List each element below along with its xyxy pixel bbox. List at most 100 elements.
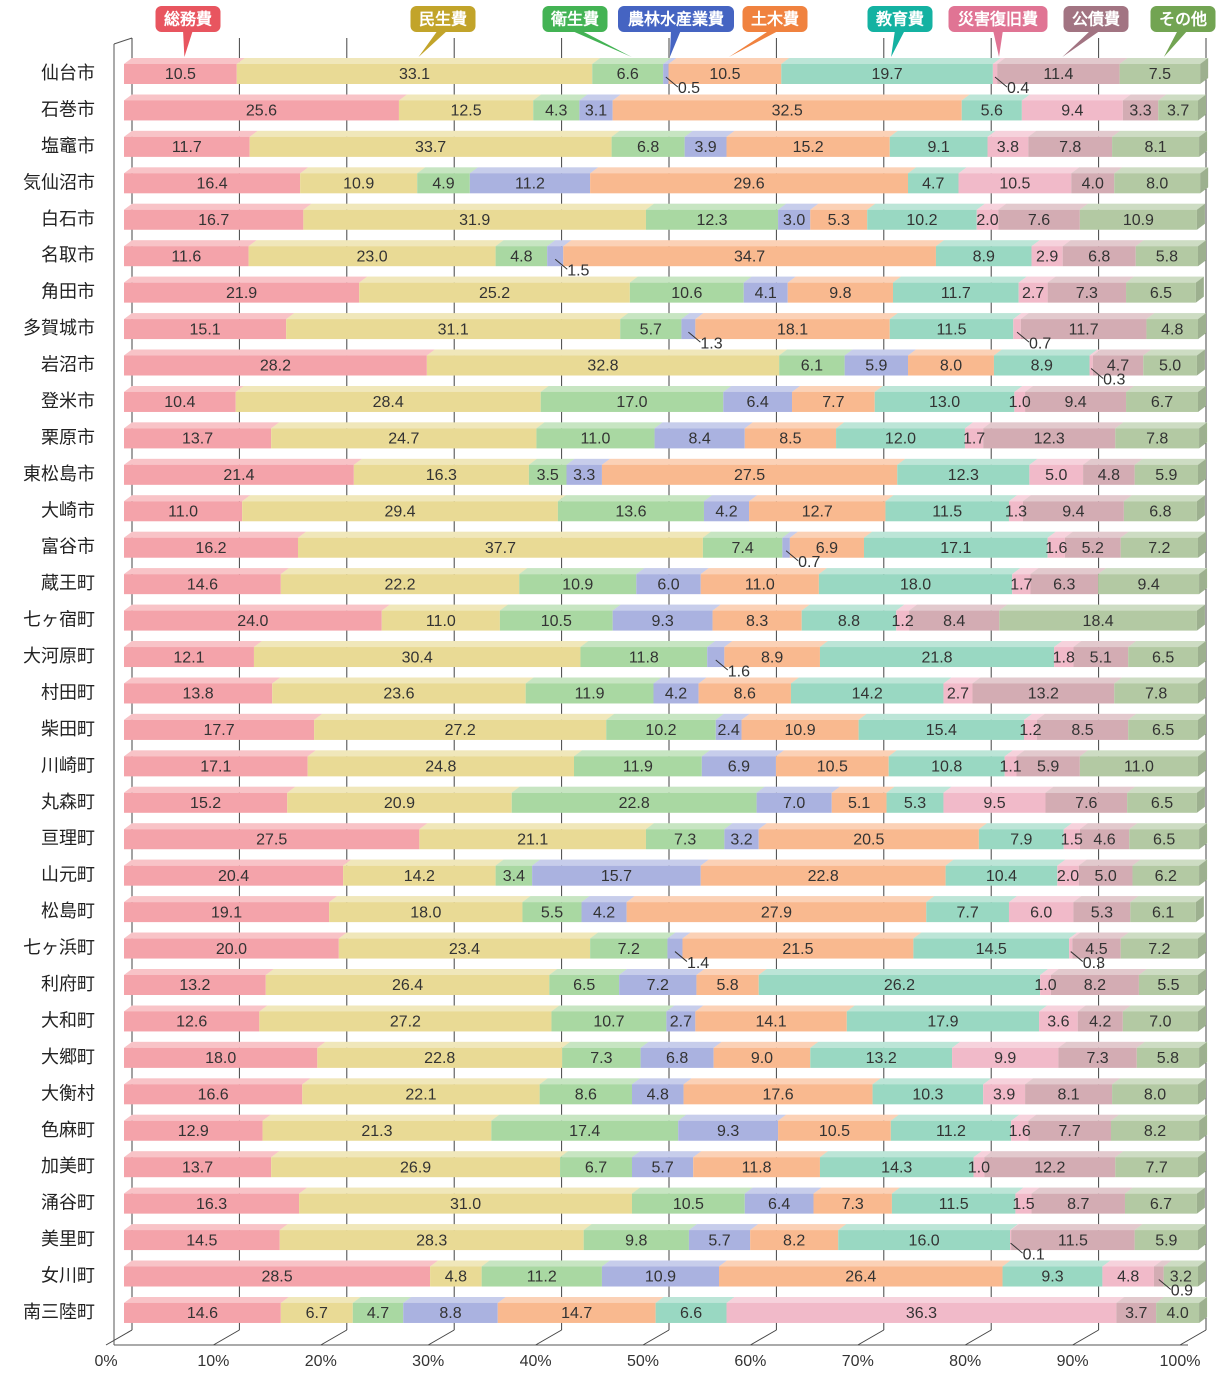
- bar-top: [124, 1296, 289, 1303]
- bar-end-shade: [1199, 568, 1208, 595]
- value-label: 17.7: [203, 722, 234, 739]
- value-label: 1.0: [1009, 394, 1031, 411]
- legend-badge: [948, 6, 1048, 32]
- value-label: 27.2: [390, 1014, 421, 1031]
- bar-segment: [620, 319, 682, 340]
- value-label: 8.2: [1084, 977, 1106, 994]
- bar-top: [606, 713, 724, 720]
- value-label: 26.4: [845, 1269, 876, 1286]
- bar-top-shade: [469, 167, 599, 174]
- bar-top: [124, 1260, 439, 1267]
- bar-segment: [863, 537, 1048, 558]
- bar-segment: [235, 391, 541, 412]
- bar-top-shade: [666, 1005, 704, 1012]
- value-label: 31.0: [450, 1196, 481, 1213]
- value-label: 9.4: [1061, 103, 1083, 120]
- bar-top: [1073, 896, 1139, 903]
- bar-top: [1077, 1005, 1131, 1012]
- bar-segment: [560, 1157, 633, 1178]
- bar-top-shade: [744, 1187, 822, 1194]
- bar-top: [495, 859, 541, 866]
- value-label: 5.9: [1155, 467, 1177, 484]
- bar-top: [896, 604, 918, 611]
- category-label: 山元町: [41, 865, 95, 886]
- bar-top-shade: [983, 1078, 1034, 1085]
- bar-top: [124, 1005, 268, 1012]
- value-label: 18.0: [410, 904, 441, 921]
- value-label: 6.0: [1030, 904, 1052, 921]
- bar-top: [943, 786, 1054, 793]
- bar-segment: [636, 574, 701, 595]
- value-label: 26.2: [884, 977, 915, 994]
- bar-top-shade: [124, 94, 407, 101]
- bar-top: [124, 495, 251, 502]
- value-label: 22.2: [384, 576, 415, 593]
- bar-top-shade: [124, 531, 306, 538]
- bar-top-shade: [1050, 969, 1147, 975]
- bar-segment: [890, 1120, 1012, 1141]
- bar-top: [775, 750, 897, 757]
- value-label: 6.2: [1155, 868, 1177, 885]
- bar-top: [984, 1151, 1124, 1158]
- category-label: 仙台市: [41, 63, 95, 84]
- bar-end-shade: [1199, 823, 1208, 850]
- bar-segment: [557, 501, 704, 522]
- bar-segment: [522, 902, 582, 923]
- bar-top-shade: [253, 641, 589, 648]
- bar-top-shade: [778, 203, 819, 210]
- category-label: 栗原市: [41, 427, 95, 448]
- category-label: 蔵王町: [41, 573, 95, 594]
- value-label: 1.6: [1045, 540, 1067, 557]
- bar-top-shade: [299, 1187, 641, 1194]
- bar-top: [403, 1296, 506, 1303]
- x-tick-label: 20%: [305, 1353, 337, 1370]
- bar-top-shade: [1008, 896, 1082, 903]
- bar-top-shade: [1028, 1114, 1120, 1121]
- bar-top-shade: [891, 1187, 1024, 1194]
- bar-top: [280, 1296, 361, 1303]
- value-label: 12.2: [1034, 1159, 1065, 1176]
- bar-top: [124, 276, 368, 283]
- bar-top: [684, 130, 735, 137]
- bar-top: [235, 385, 549, 392]
- value-label: 15.1: [190, 321, 221, 338]
- value-label: 12.3: [1034, 431, 1065, 448]
- bar-top: [813, 1187, 900, 1194]
- bar-segment: [124, 537, 298, 558]
- bar-top-shade: [1063, 823, 1088, 830]
- bar-end-shade: [1198, 969, 1206, 995]
- bar-segment: [1024, 719, 1037, 740]
- value-label: 5.7: [640, 321, 662, 338]
- bar-top-shade: [1014, 385, 1034, 392]
- bar-segment: [632, 1084, 684, 1105]
- value-label: 7.8: [1059, 139, 1081, 156]
- bar-top: [926, 896, 1017, 903]
- value-label: 6.8: [666, 1050, 688, 1067]
- bar-top: [863, 531, 1056, 538]
- bar-top-shade: [792, 385, 883, 392]
- value-label: 3.7: [1125, 1305, 1147, 1322]
- bar-segment: [1029, 464, 1084, 485]
- category-label: 石巻市: [41, 99, 95, 120]
- value-label: 6.8: [1088, 248, 1110, 265]
- bar-end-shade: [1198, 1078, 1206, 1105]
- bar-top-shade: [124, 1187, 308, 1194]
- bar-top-shade: [1047, 531, 1073, 538]
- bar-top-shade: [874, 385, 1023, 392]
- bar-top: [1014, 385, 1034, 392]
- bar-segment: [581, 902, 627, 923]
- bar-top: [1008, 896, 1082, 903]
- bar-end-shade: [1198, 750, 1206, 777]
- callout-line: [688, 331, 701, 343]
- legend-label: 衛生費: [550, 10, 599, 29]
- bar-top-shade: [1132, 859, 1208, 866]
- x-tick-label: 100%: [1160, 1353, 1201, 1370]
- value-label: 3.9: [993, 1087, 1015, 1104]
- category-label: 登米市: [41, 391, 95, 412]
- bar-segment: [1122, 1011, 1198, 1032]
- legend-badge: [867, 6, 933, 32]
- bar-top-shade: [654, 422, 753, 429]
- value-label: 6.9: [728, 759, 750, 776]
- bar-top-shade: [1011, 1224, 1143, 1231]
- bar-top-shade: [259, 1005, 560, 1012]
